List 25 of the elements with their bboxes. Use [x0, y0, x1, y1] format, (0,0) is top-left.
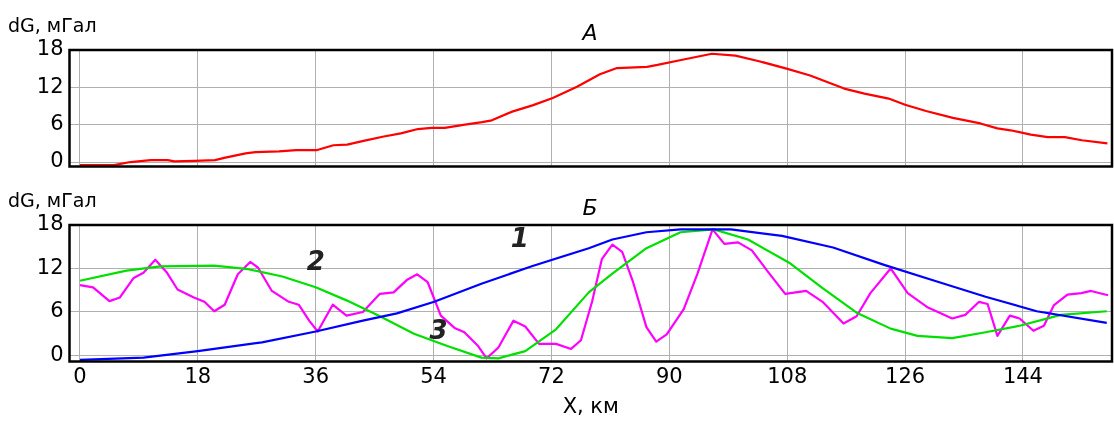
x-tick-label: 108 — [767, 363, 808, 388]
y-tick-label: 12 — [36, 254, 64, 279]
series-label: 1 — [510, 223, 529, 254]
y-tick-label: 6 — [50, 298, 64, 323]
x-tick-label: 144 — [1002, 363, 1043, 388]
x-tick-label: 36 — [302, 363, 330, 388]
x-tick-label: 72 — [538, 363, 565, 388]
y-tick-label: 0 — [50, 148, 64, 173]
x-tick-label: 54 — [420, 363, 447, 388]
x-tick-label: 90 — [655, 363, 683, 388]
x-tick-label: 0 — [73, 363, 87, 388]
y-tick-label: 0 — [50, 341, 64, 366]
x-tick-label: 126 — [885, 363, 926, 388]
y-tick-label: 12 — [36, 73, 64, 98]
y-tick-label: 18 — [36, 36, 64, 61]
y-axis-title: dG, мГал — [8, 14, 97, 36]
y-tick-label: 18 — [36, 211, 64, 236]
y-tick-label: 6 — [50, 111, 64, 136]
x-axis-title: X, км — [562, 393, 619, 418]
chart-title: А — [582, 20, 598, 45]
y-axis-title: dG, мГал — [8, 189, 97, 211]
x-tick-label: 18 — [184, 363, 212, 388]
chart-title: Б — [582, 195, 598, 220]
series-label: 2 — [306, 246, 325, 277]
series-label: 3 — [429, 314, 448, 345]
